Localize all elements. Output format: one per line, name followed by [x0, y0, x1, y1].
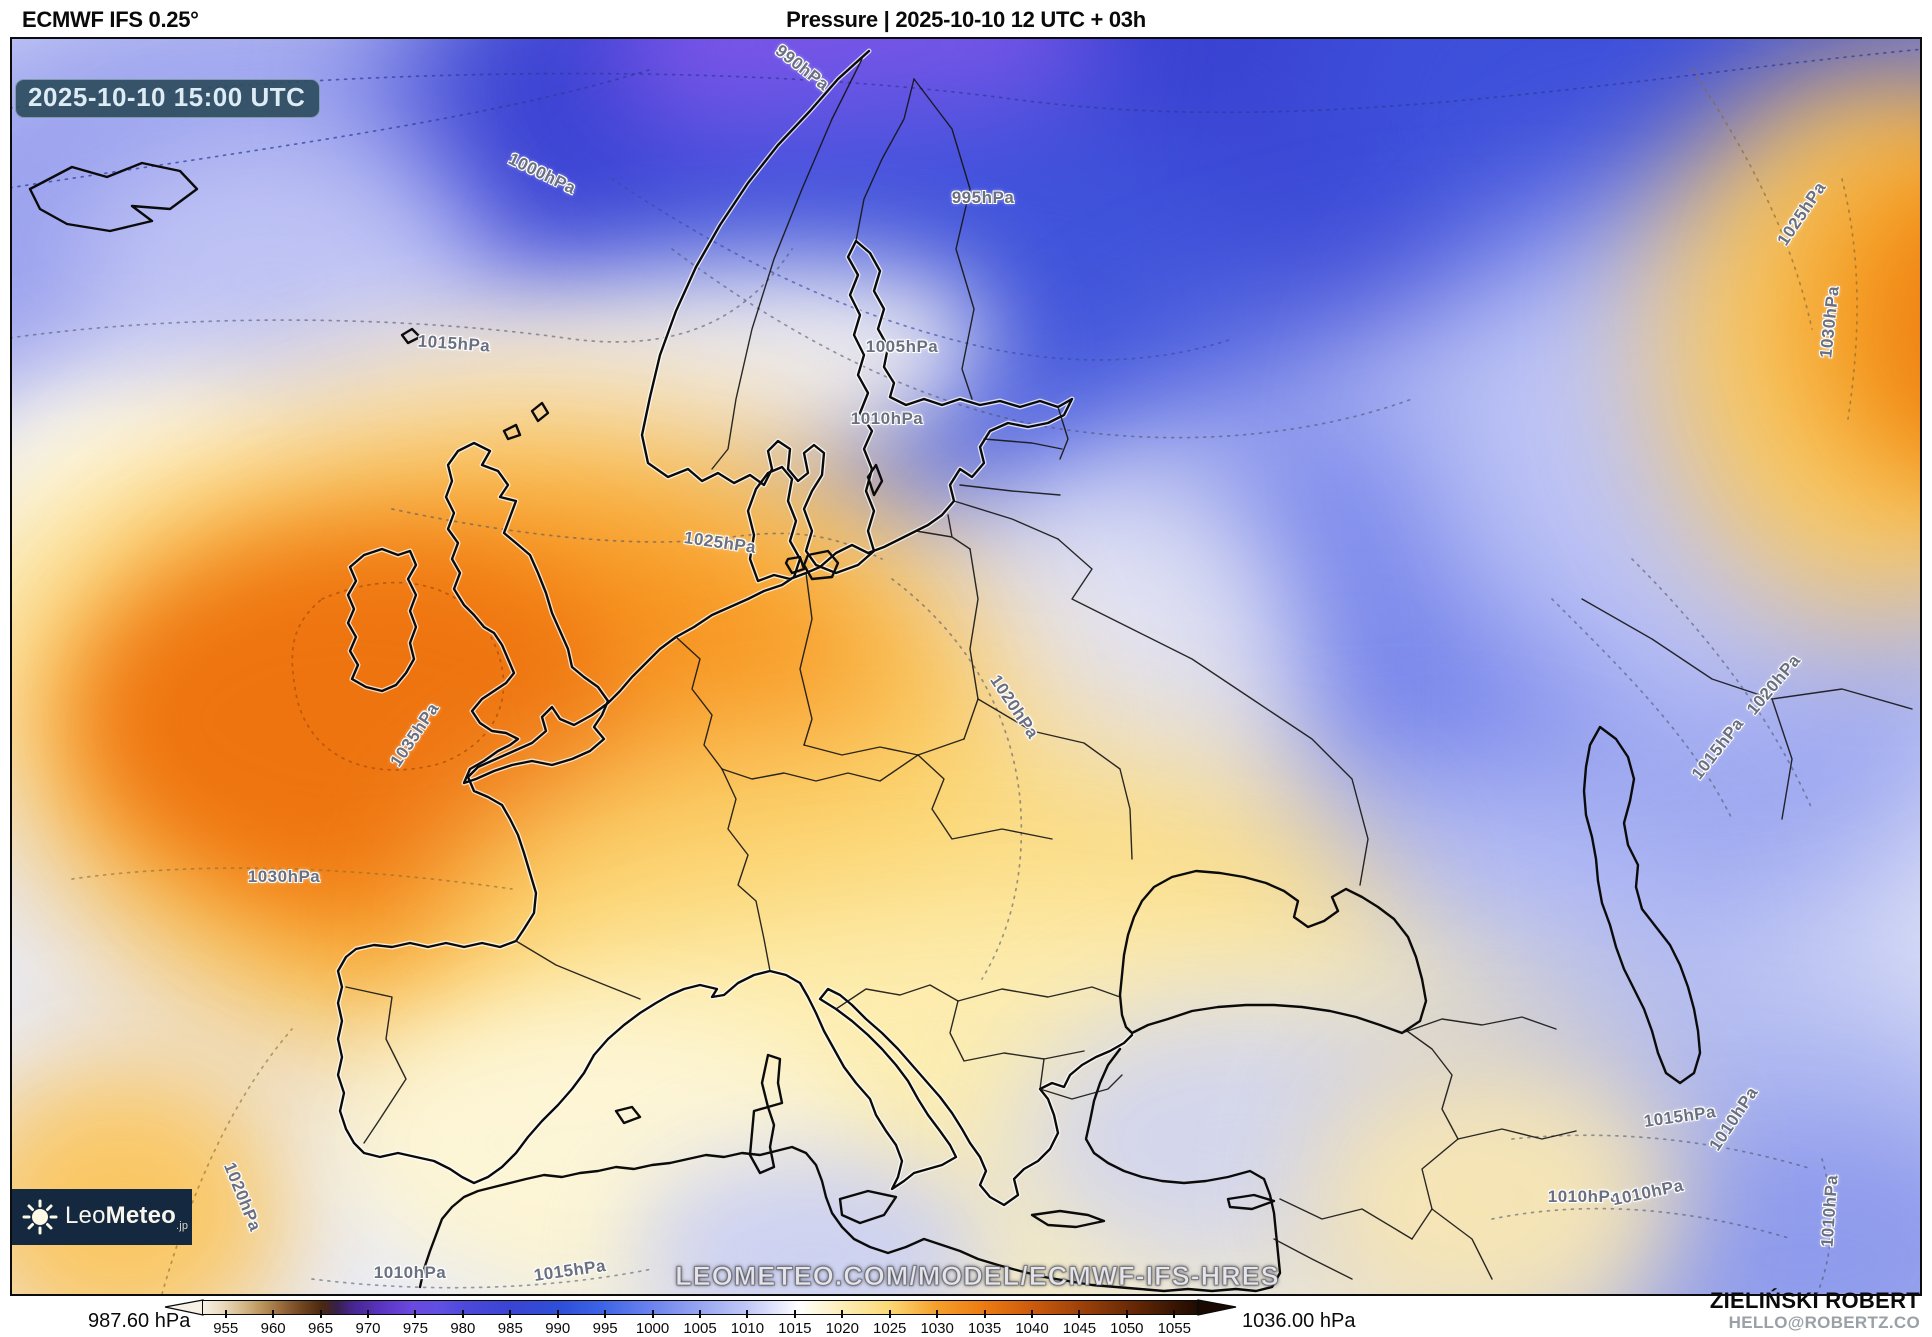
colorbar-tick-label: 955: [213, 1320, 239, 1337]
colorbar-tick-label: 990: [545, 1320, 571, 1337]
colorbar-tick-label: 1040: [1015, 1320, 1049, 1337]
timestamp-badge: 2025-10-10 15:00 UTC: [15, 79, 321, 118]
colorbar-tick-label: 1055: [1157, 1320, 1191, 1337]
colorbar-tick-label: 1015: [778, 1320, 812, 1337]
colorbar-tick-mark: [224, 1310, 227, 1318]
colorbar-tick-mark: [651, 1310, 654, 1318]
colorbar-tick-label: 980: [450, 1320, 476, 1337]
pressure-field: [12, 39, 1920, 1294]
colorbar: 955 960 965 970 975 980 985 990 995 1000 1005 1010 1…: [0, 1299, 1932, 1337]
colorbar-tick-label: 985: [497, 1320, 523, 1337]
isobar-label: 1010hPa: [1547, 1187, 1621, 1206]
colorbar-tick-mark: [1125, 1310, 1128, 1318]
colorbar-tick-mark: [1031, 1310, 1033, 1318]
colorbar-tick-mark: [604, 1310, 607, 1318]
isobar-label: 1010hPa: [850, 409, 924, 428]
sun-icon: [22, 1199, 58, 1235]
colorbar-left-arrow: [164, 1299, 204, 1316]
colorbar-tick-label: 1000: [635, 1320, 670, 1337]
field-blob: [12, 1059, 292, 1294]
colorbar-tick-mark: [699, 1310, 701, 1318]
colorbar-tick-label: 1050: [1110, 1320, 1144, 1337]
colorbar-tick-mark: [1078, 1310, 1081, 1318]
leometeo-logo: LeoMeteo.jp: [12, 1189, 192, 1245]
logo-suffix: .jp: [176, 1219, 189, 1232]
colorbar-tick-mark: [1173, 1310, 1176, 1318]
colorbar-tick-mark: [936, 1310, 939, 1318]
watermark: LEOMETEO.COM/MODEL/ECMWF-IFS-HRES: [675, 1261, 1280, 1292]
colorbar-tick-mark: [272, 1310, 275, 1318]
chart-title: Pressure | 2025-10-10 12 UTC + 03h: [786, 7, 1146, 32]
colorbar-tick-label: 975: [402, 1320, 428, 1337]
colorbar-tick-label: 970: [355, 1320, 381, 1337]
colorbar-tick-label: 1005: [683, 1320, 717, 1337]
colorbar-tick-label: 1035: [967, 1320, 1002, 1337]
author-email: HELLO@ROBERTZ.CO: [1728, 1313, 1920, 1333]
colorbar-tick-label: 1030: [920, 1320, 954, 1337]
colorbar-tick-label: 1010: [730, 1320, 765, 1337]
colorbar-tick-label: 965: [308, 1320, 334, 1337]
colorbar-tick-mark: [509, 1310, 512, 1318]
colorbar-tick-mark: [414, 1310, 417, 1318]
colorbar-tick-mark: [888, 1310, 891, 1318]
isobar-label: 1010hPa: [373, 1263, 447, 1282]
isobar-label: 995hPa: [951, 188, 1015, 207]
isobar-label: 1030hPa: [247, 867, 321, 886]
model-title: ECMWF IFS 0.25°: [22, 7, 199, 32]
scale-max-value: 1036.00 hPa: [1242, 1310, 1356, 1332]
author-name: ZIELIŃSKI ROBERT: [1709, 1288, 1920, 1313]
colorbar-tick-mark: [746, 1310, 749, 1318]
attribution: ZIELIŃSKI ROBERT HELLO@ROBERTZ.CO: [1710, 1288, 1920, 1333]
colorbar-right-arrow: [1197, 1299, 1237, 1316]
colorbar-tick-mark: [793, 1310, 796, 1318]
colorbar-tick-mark: [461, 1310, 464, 1318]
colorbar-tick-label: 1020: [825, 1320, 859, 1337]
colorbar-tick-label: 1025: [873, 1320, 907, 1337]
colorbar-tick-label: 995: [592, 1320, 618, 1337]
colorbar-tick-mark: [983, 1310, 986, 1318]
colorbar-tick-mark: [841, 1310, 844, 1318]
colorbar-tick-mark: [319, 1310, 322, 1318]
logo-text: LeoMeteo.jp: [65, 1202, 189, 1232]
colorbar-tick-label: 1045: [1062, 1320, 1097, 1337]
isobar-label: 1005hPa: [865, 337, 939, 356]
pressure-map: 990hPa 1000hPa 995hPa 1005hPa 1010hPa 1015hPa…: [10, 37, 1922, 1296]
scale-min-value: 987.60 hPa: [88, 1310, 191, 1332]
colorbar-tick-mark: [556, 1310, 559, 1318]
colorbar-tick-label: 960: [260, 1320, 286, 1337]
colorbar-tick-mark: [367, 1310, 369, 1318]
